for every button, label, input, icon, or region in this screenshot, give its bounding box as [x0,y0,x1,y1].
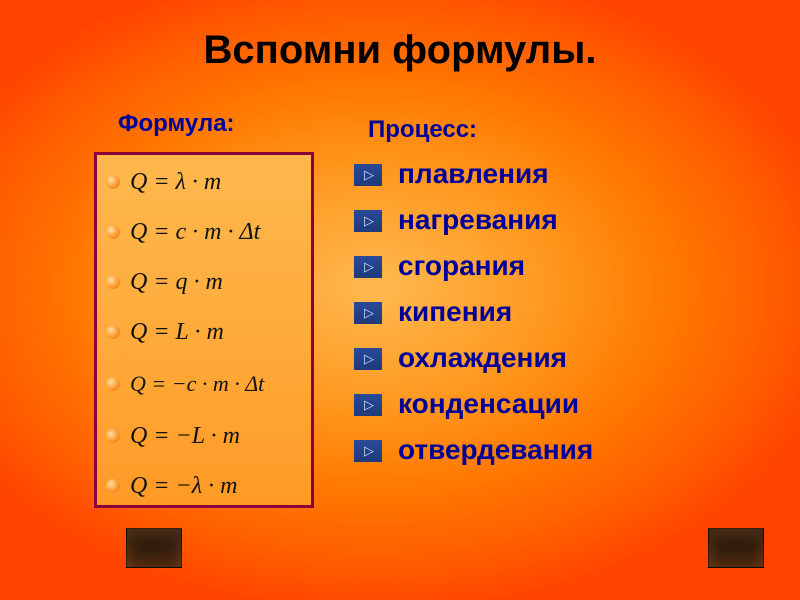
bullet-icon [106,479,120,493]
formula-text: Q = −c · m · Δt [130,371,264,397]
process-label: кипения [398,296,512,328]
process-label: плавления [398,158,549,190]
process-label: сгорания [398,250,525,282]
bullet-icon [106,225,120,239]
process-label: конденсации [398,388,579,420]
formula-row: Q = λ · m [94,164,314,200]
arrow-icon[interactable] [354,302,382,324]
bullet-icon [106,377,120,391]
process-column-label: Процесс: [368,116,477,144]
bullet-icon [106,175,120,189]
arrow-icon[interactable] [354,440,382,462]
arrow-icon[interactable] [354,348,382,370]
formula-row: Q = −λ · m [94,468,314,504]
formula-row: Q = c · m · Δt [94,214,314,250]
arrow-icon[interactable] [354,210,382,232]
arrow-icon[interactable] [354,256,382,278]
formula-row: Q = −L · m [94,418,314,454]
formula-column-label: Формула: [118,110,235,138]
formula-row: Q = q · m [94,264,314,300]
process-label: охлаждения [398,342,567,374]
bullet-icon [106,325,120,339]
formula-text: Q = −λ · m [130,473,237,500]
formula-text: Q = L · m [130,319,224,346]
arrow-icon[interactable] [354,394,382,416]
formula-text: Q = q · m [130,269,223,296]
formula-text: Q = c · m · Δt [130,219,260,246]
image-placeholder-right [708,528,764,568]
arrow-icon[interactable] [354,164,382,186]
process-label: отвердевания [398,434,593,466]
bullet-icon [106,429,120,443]
process-label: нагревания [398,204,558,236]
formula-text: Q = −L · m [130,423,240,450]
bullet-icon [106,275,120,289]
formula-row: Q = −c · m · Δt [94,366,314,402]
image-placeholder-left [126,528,182,568]
slide-title: Вспомни формулы. [0,28,800,73]
formula-row: Q = L · m [94,314,314,350]
formula-text: Q = λ · m [130,169,221,196]
